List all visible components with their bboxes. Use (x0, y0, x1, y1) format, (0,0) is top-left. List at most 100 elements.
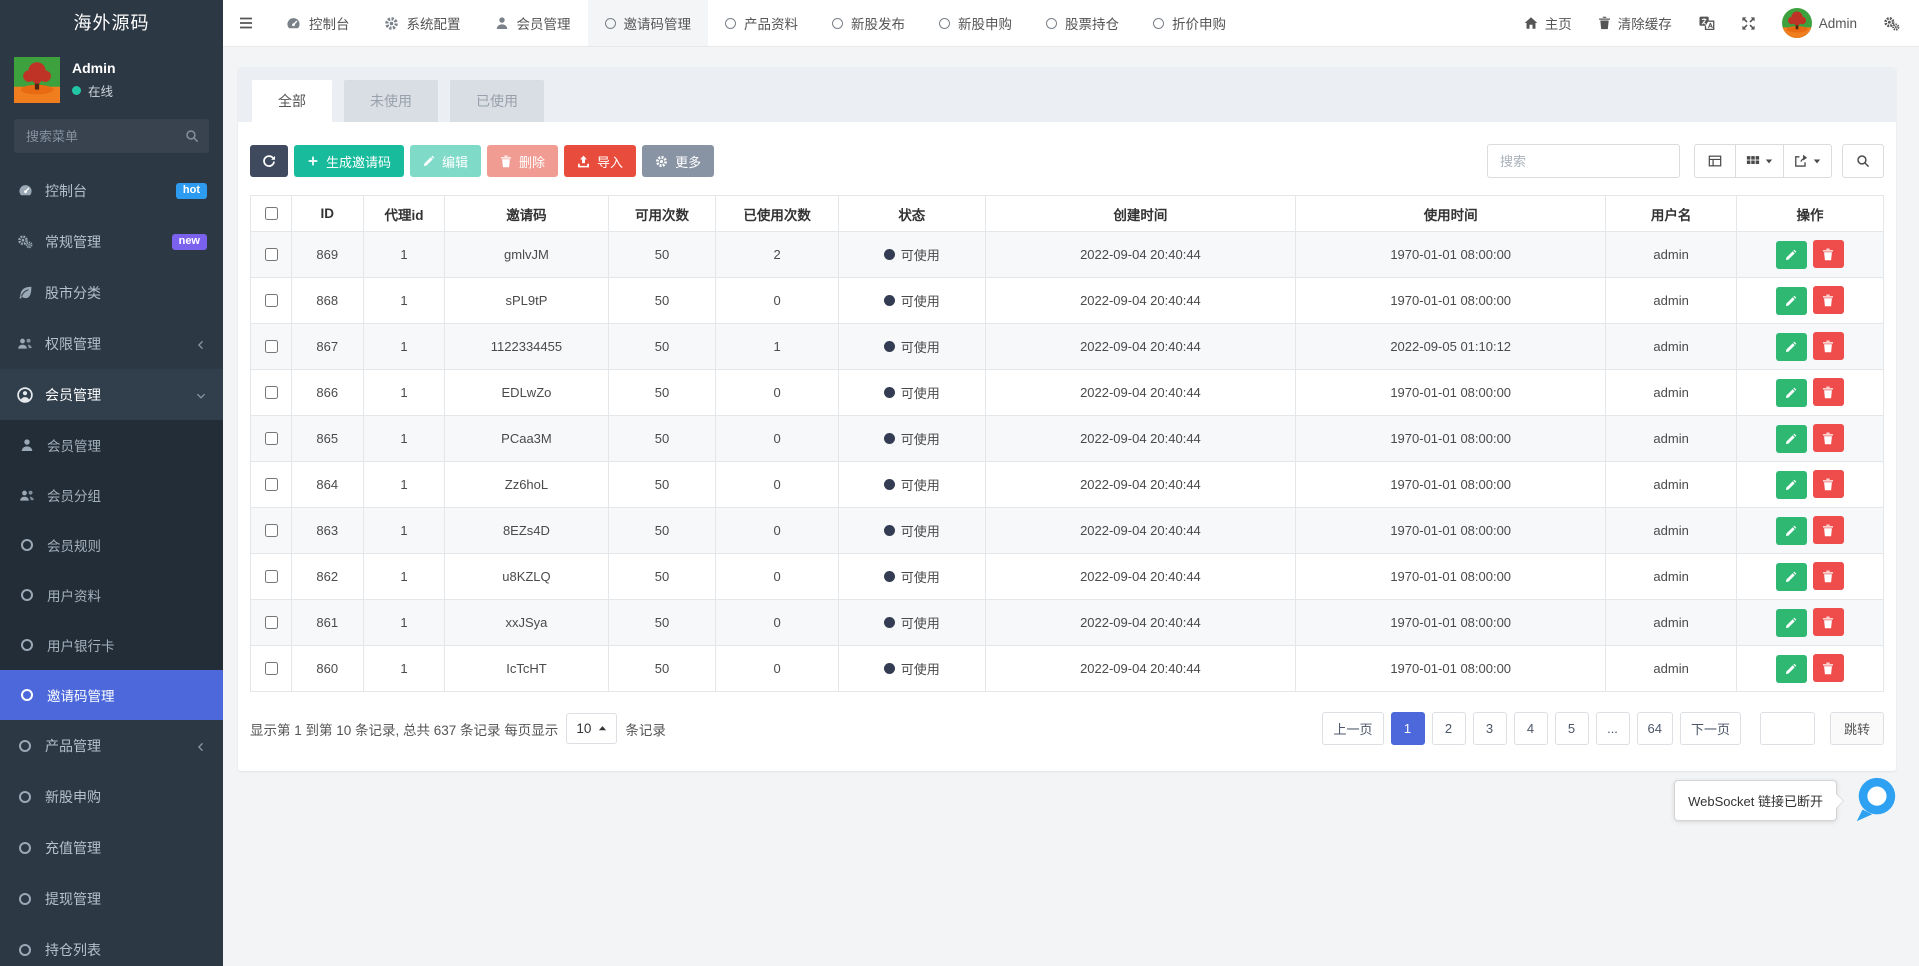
home-button[interactable]: 主页 (1511, 0, 1585, 46)
row-delete-button[interactable] (1812, 424, 1844, 453)
nav-tab-label: 折价申购 (1172, 17, 1226, 32)
sidebar-item-member[interactable]: 会员管理 (0, 369, 223, 420)
tab-all[interactable]: 全部 (252, 80, 332, 122)
nav-tab-ipo-subscribe[interactable]: 新股申购 (922, 0, 1029, 46)
tab-used[interactable]: 已使用 (450, 80, 544, 122)
page-ellipsis[interactable]: ... (1595, 712, 1630, 745)
sidebar-item-general[interactable]: 常规管理 new (0, 216, 223, 267)
row-delete-button[interactable] (1812, 378, 1844, 407)
page-button-5[interactable]: 5 (1554, 712, 1589, 745)
jump-button[interactable]: 跳转 (1829, 712, 1884, 745)
row-edit-button[interactable] (1775, 286, 1807, 315)
nav-tab-stock-position[interactable]: 股票持仓 (1029, 0, 1136, 46)
row-edit-button[interactable] (1775, 424, 1807, 453)
sidebar-item-auth[interactable]: 权限管理 (0, 318, 223, 369)
page-size-select[interactable]: 10 (566, 713, 618, 744)
trash-icon (1822, 386, 1834, 399)
sidebar-search-input[interactable] (14, 119, 209, 153)
row-delete-button[interactable] (1812, 332, 1844, 361)
row-delete-button[interactable] (1812, 516, 1844, 545)
row-checkbox[interactable] (264, 432, 278, 445)
more-button[interactable]: 更多 (642, 145, 715, 177)
import-button[interactable]: 导入 (564, 145, 637, 177)
row-edit-button[interactable] (1775, 470, 1807, 499)
row-edit-button[interactable] (1775, 654, 1807, 683)
sidebar-item-console[interactable]: 控制台 hot (0, 165, 223, 216)
page-button-2[interactable]: 2 (1431, 712, 1466, 745)
row-delete-button[interactable] (1812, 240, 1844, 269)
search-icon (1856, 154, 1870, 168)
row-checkbox[interactable] (264, 524, 278, 537)
sidebar-item-withdraw[interactable]: 提现管理 (0, 873, 223, 924)
export-button[interactable] (1783, 144, 1832, 178)
fullscreen-button[interactable] (1728, 0, 1769, 46)
page-button-4[interactable]: 4 (1513, 712, 1548, 745)
sidebar-item-user-profile[interactable]: 用户资料 (0, 570, 223, 620)
sidebar-item-member-manage[interactable]: 会员管理 (0, 420, 223, 470)
row-checkbox[interactable] (264, 478, 278, 491)
nav-tab-discount-subscribe[interactable]: 折价申购 (1136, 0, 1243, 46)
row-edit-button[interactable] (1775, 378, 1807, 407)
user-menu[interactable]: Admin (1769, 0, 1870, 46)
sidebar-item-ipo[interactable]: 新股申购 (0, 771, 223, 822)
sidebar-item-member-group[interactable]: 会员分组 (0, 470, 223, 520)
refresh-button[interactable] (250, 145, 288, 177)
row-checkbox[interactable] (264, 662, 278, 675)
row-delete-button[interactable] (1812, 470, 1844, 499)
columns-icon (1746, 154, 1760, 168)
nav-tab-ipo-publish[interactable]: 新股发布 (815, 0, 922, 46)
sidebar-item-recharge[interactable]: 充值管理 (0, 822, 223, 873)
circle-icon (18, 589, 36, 601)
row-edit-button[interactable] (1775, 240, 1807, 269)
nav-tab-system-config[interactable]: 系统配置 (367, 0, 478, 46)
row-checkbox[interactable] (264, 248, 278, 261)
chat-widget-button[interactable] (1852, 775, 1900, 823)
detail-view-button[interactable] (1694, 144, 1736, 178)
columns-button[interactable] (1735, 144, 1784, 178)
col-used-time: 使用时间 (1295, 195, 1607, 232)
sidebar-item-member-rule[interactable]: 会员规则 (0, 520, 223, 570)
generate-code-button[interactable]: 生成邀请码 (294, 145, 405, 177)
row-edit-button[interactable] (1775, 332, 1807, 361)
page-button-64[interactable]: 64 (1636, 712, 1673, 745)
row-checkbox[interactable] (264, 294, 278, 307)
row-edit-button[interactable] (1775, 562, 1807, 591)
sidebar-item-label: 提现管理 (45, 890, 101, 907)
status-dot-icon (883, 617, 895, 628)
sidebar-item-user-bankcard[interactable]: 用户银行卡 (0, 620, 223, 670)
row-edit-button[interactable] (1775, 608, 1807, 637)
prev-page-button[interactable]: 上一页 (1322, 712, 1384, 745)
row-edit-button[interactable] (1775, 516, 1807, 545)
sidebar-toggle-button[interactable] (223, 0, 269, 46)
row-delete-button[interactable] (1812, 286, 1844, 315)
nav-tab-member[interactable]: 会员管理 (478, 0, 588, 46)
page-button-3[interactable]: 3 (1472, 712, 1507, 745)
page-button-1[interactable]: 1 (1390, 712, 1425, 745)
row-checkbox[interactable] (264, 616, 278, 629)
translate-button[interactable] (1685, 0, 1728, 46)
sidebar-item-market-category[interactable]: 股市分类 (0, 267, 223, 318)
table-search-input[interactable] (1487, 144, 1680, 178)
row-delete-button[interactable] (1812, 608, 1844, 637)
nav-tab-console[interactable]: 控制台 (269, 0, 367, 46)
sidebar-item-invite-code[interactable]: 邀请码管理 (0, 670, 223, 720)
nav-tab-invite-code[interactable]: 邀请码管理 (587, 0, 708, 46)
jump-page-input[interactable] (1759, 712, 1815, 745)
search-toggle-button[interactable] (1842, 144, 1884, 178)
delete-button[interactable]: 删除 (487, 145, 559, 177)
sidebar-item-position-list[interactable]: 持仓列表 (0, 924, 223, 966)
nav-tab-product-info[interactable]: 产品资料 (708, 0, 815, 46)
clear-cache-button[interactable]: 清除缓存 (1585, 0, 1685, 46)
row-checkbox[interactable] (264, 340, 278, 353)
col-actions: 操作 (1735, 195, 1885, 232)
settings-button[interactable] (1870, 0, 1913, 46)
row-delete-button[interactable] (1812, 562, 1844, 591)
sidebar-item-product[interactable]: 产品管理 (0, 720, 223, 771)
select-all-checkbox[interactable] (264, 207, 278, 220)
row-checkbox[interactable] (264, 570, 278, 583)
row-delete-button[interactable] (1812, 654, 1844, 683)
row-checkbox[interactable] (264, 386, 278, 399)
next-page-button[interactable]: 下一页 (1679, 712, 1741, 745)
tab-unused[interactable]: 未使用 (344, 80, 438, 122)
edit-button[interactable]: 编辑 (410, 145, 482, 177)
